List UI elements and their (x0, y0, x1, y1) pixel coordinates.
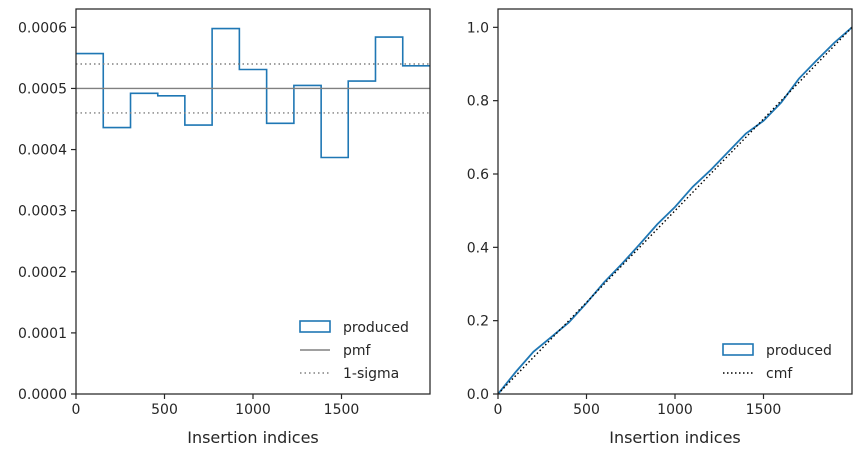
r-y-tick-label: 0.0 (467, 387, 489, 403)
r-y-tick-label: 1.0 (467, 20, 489, 36)
r-series-cmf (497, 26, 853, 395)
l-y-tick-label: 0.0001 (18, 326, 67, 342)
r-x-tick-label: 1000 (657, 402, 693, 418)
r-x-tick-label: 1500 (746, 402, 782, 418)
right-legend-label-cmf: cmf (766, 366, 793, 382)
l-y-tick-label: 0.0004 (18, 143, 67, 159)
right-x-axis-label: Insertion indices (609, 428, 741, 447)
l-y-tick-label: 0.0002 (18, 265, 67, 281)
l-y-tick-label: 0.0006 (18, 20, 67, 36)
left-plot-frame (75, 8, 431, 395)
left-x-axis-label: Insertion indices (187, 428, 319, 447)
l-series-produced (76, 27, 430, 159)
l-x-tick-label: 0 (72, 402, 81, 418)
l-x-tick-label: 1500 (324, 402, 360, 418)
r-y-tick-label: 0.2 (467, 314, 489, 330)
r-y-tick-label: 0.8 (467, 94, 489, 110)
r-x-tick-label: 0 (494, 402, 503, 418)
left-legend-swatch-produced (299, 320, 331, 333)
l-y-tick-label: 0.0003 (18, 204, 67, 220)
r-y-tick-label: 0.4 (467, 240, 489, 256)
left-legend-label-produced: produced (343, 320, 409, 336)
r-x-tick-label: 500 (573, 402, 600, 418)
r-y-tick-label: 0.6 (467, 167, 489, 183)
left-chart: 0 500 1000 1500 0.0000 0.0001 0.0002 0.0003 0.0… (18, 8, 431, 447)
l-y-tick-label: 0.0005 (18, 81, 67, 97)
right-chart: 0 500 1000 1500 0.0 0.2 0.4 0.6 0.8 1.0 Insertio… (467, 8, 853, 447)
l-x-tick-label: 500 (151, 402, 178, 418)
right-legend-swatch-produced (722, 343, 754, 356)
left-legend-label-pmf: pmf (343, 343, 372, 359)
l-y-tick-label: 0.0000 (18, 387, 67, 403)
right-legend: produced cmf (722, 343, 832, 382)
left-legend-label-1-sigma: 1-sigma (343, 366, 399, 382)
right-legend-label-produced: produced (766, 343, 832, 359)
left-legend: produced pmf 1-sigma (299, 320, 409, 382)
l-x-tick-label: 1000 (235, 402, 271, 418)
